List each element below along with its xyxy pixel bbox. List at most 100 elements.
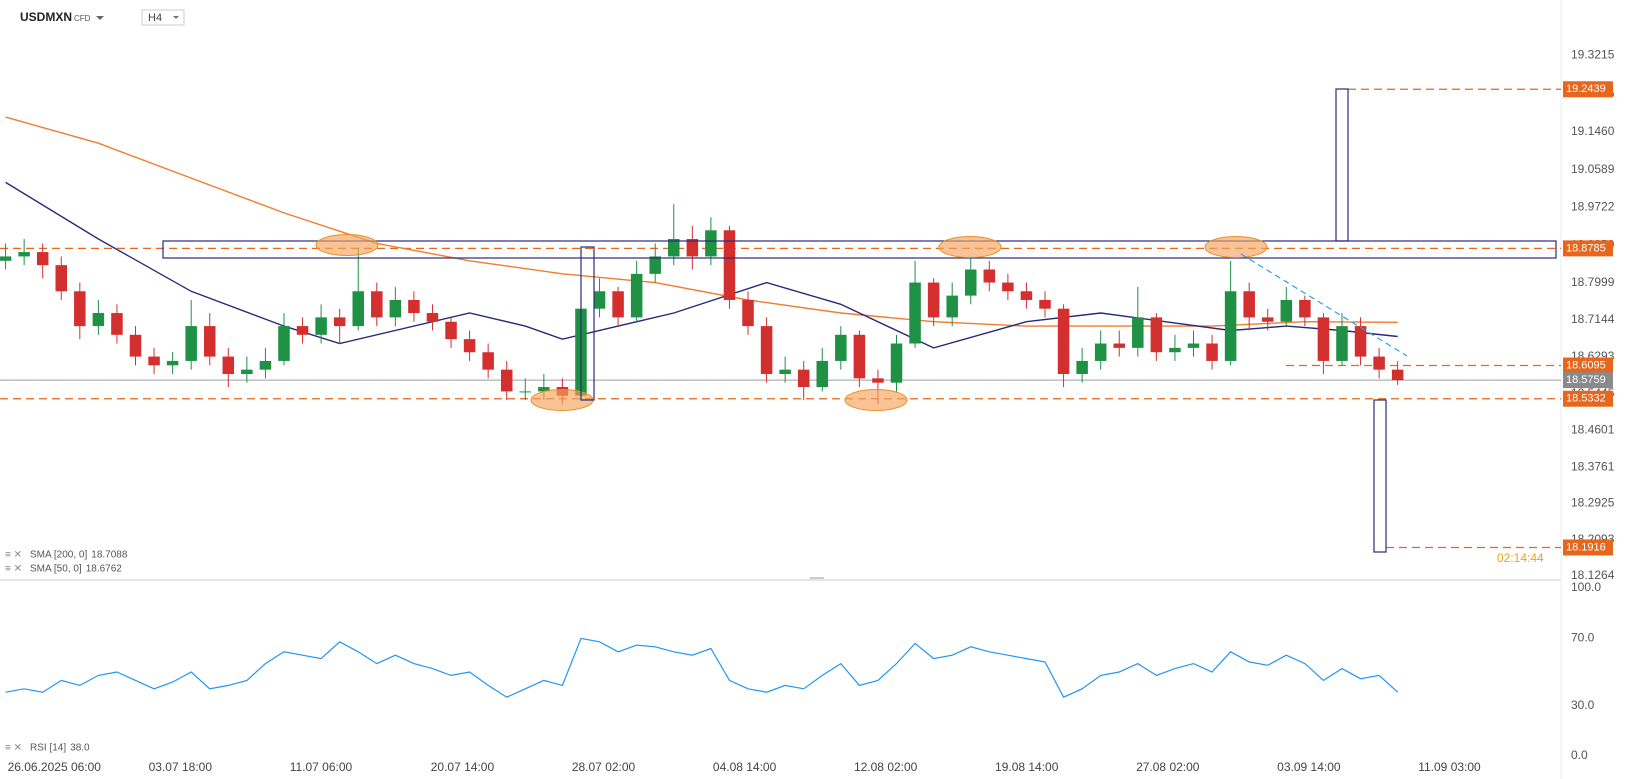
x-tick-label: 03.09 14:00 (1277, 760, 1341, 774)
candle-body (222, 356, 235, 374)
candle-body (816, 360, 829, 388)
x-tick-label: 11.09 03:00 (1418, 760, 1481, 774)
candle-body (909, 282, 921, 344)
y-tick-label: 19.3215 (1571, 48, 1615, 62)
y-tick-label: 18.9722 (1571, 200, 1615, 214)
candle-body (389, 299, 402, 318)
candle-body (686, 239, 699, 257)
y-tick-label: 18.7999 (1571, 275, 1615, 289)
touch-marker[interactable] (1204, 236, 1268, 258)
candle-body (1002, 282, 1014, 292)
candle-body (445, 321, 457, 340)
candle-body (185, 326, 197, 361)
y-tick-label: 18.7144 (1571, 312, 1615, 326)
candle-body (630, 273, 643, 318)
candle-body (519, 391, 532, 393)
y-tick-label: 19.0589 (1571, 162, 1615, 176)
touch-marker[interactable] (938, 236, 1002, 258)
candle-body (1354, 326, 1367, 357)
symbol-dropdown[interactable] (96, 16, 104, 20)
candle-body (1020, 291, 1033, 300)
legend-name: SMA [200, 0] (30, 550, 87, 561)
candle-body (927, 282, 940, 318)
trend-line[interactable] (1240, 253, 1408, 357)
candle-body (111, 313, 123, 335)
range-box[interactable] (580, 246, 595, 401)
x-tick-label: 26.06.2025 06:00 (8, 760, 102, 774)
candle-body (1243, 291, 1255, 318)
y-tick-label: 18.3761 (1571, 459, 1615, 473)
candle-body (0, 256, 12, 261)
candle-body (166, 360, 179, 366)
candle-body (668, 239, 680, 257)
candle-body (779, 369, 791, 374)
candle-body (538, 387, 550, 392)
symbol[interactable]: USDMXN (20, 10, 72, 24)
y-tick-label: 30.0 (1571, 698, 1595, 712)
candle-body (315, 317, 327, 335)
candle-body (1373, 356, 1385, 370)
candle-body (1206, 343, 1218, 361)
candle-body (1132, 317, 1144, 348)
touch-marker[interactable] (844, 389, 908, 411)
touch-marker[interactable] (315, 234, 379, 256)
candle-body (1039, 299, 1051, 309)
candle-body (333, 317, 346, 327)
target-box[interactable] (1335, 88, 1349, 242)
y-tick-label: 18.1264 (1571, 568, 1615, 582)
x-tick-label: 03.07 18:00 (149, 760, 213, 774)
last-price-label: 18.5759 (1566, 374, 1606, 386)
candle-body (946, 295, 958, 318)
candle-body (1187, 343, 1200, 348)
level-label: 19.2439 (1566, 83, 1606, 95)
sma-line (5, 116, 1398, 327)
candle-body (92, 313, 105, 327)
target-box[interactable] (1373, 399, 1387, 553)
candle-body (1113, 343, 1125, 348)
legend-name: RSI [14] (30, 743, 66, 754)
y-tick-label: 100.0 (1571, 580, 1601, 594)
legend-icon: ≡ ✕ (5, 550, 22, 561)
timeframe[interactable]: H4 (148, 12, 162, 24)
candle-body (853, 334, 866, 379)
candle-body (55, 265, 68, 292)
x-tick-label: 27.08 02:00 (1136, 760, 1200, 774)
level-label-box (1563, 240, 1613, 257)
level-label: 18.8785 (1566, 242, 1606, 254)
candle-body (983, 269, 996, 283)
candle-body (408, 299, 420, 314)
x-tick-label: 12.08 02:00 (854, 760, 918, 774)
candle-body (612, 291, 624, 318)
y-tick-label: 18.4601 (1571, 423, 1615, 437)
candle-body (649, 256, 661, 274)
candle-body (1150, 317, 1163, 353)
candle-body (371, 291, 383, 318)
level-label-box (1563, 81, 1613, 98)
candle-body (203, 326, 216, 357)
candle-body (1076, 360, 1088, 374)
candle-body (872, 378, 884, 383)
candle-body (241, 369, 253, 374)
level-label-box (1563, 390, 1613, 407)
timeframe-dropdown[interactable] (173, 16, 179, 19)
y-tick-label: 0.0 (1571, 748, 1588, 762)
resistance-zone[interactable] (162, 240, 1557, 259)
legend-value: 38.0 (70, 743, 90, 754)
candle-body (148, 356, 160, 366)
x-tick-label: 04.08 14:00 (713, 760, 777, 774)
legend-name: SMA [50, 0] (30, 564, 82, 575)
candle-body (74, 291, 86, 327)
candle-body (1169, 347, 1181, 353)
candle-body (426, 313, 439, 322)
rsi-line (5, 637, 1399, 698)
candle-body (129, 334, 142, 357)
timeframe-box[interactable] (141, 9, 185, 26)
candle-body (1094, 343, 1107, 361)
legend-icon: ≡ ✕ (5, 564, 22, 575)
candle-body (36, 252, 49, 266)
level-label-box (1563, 539, 1613, 556)
candle-body (760, 326, 773, 374)
candle-body (18, 252, 30, 257)
